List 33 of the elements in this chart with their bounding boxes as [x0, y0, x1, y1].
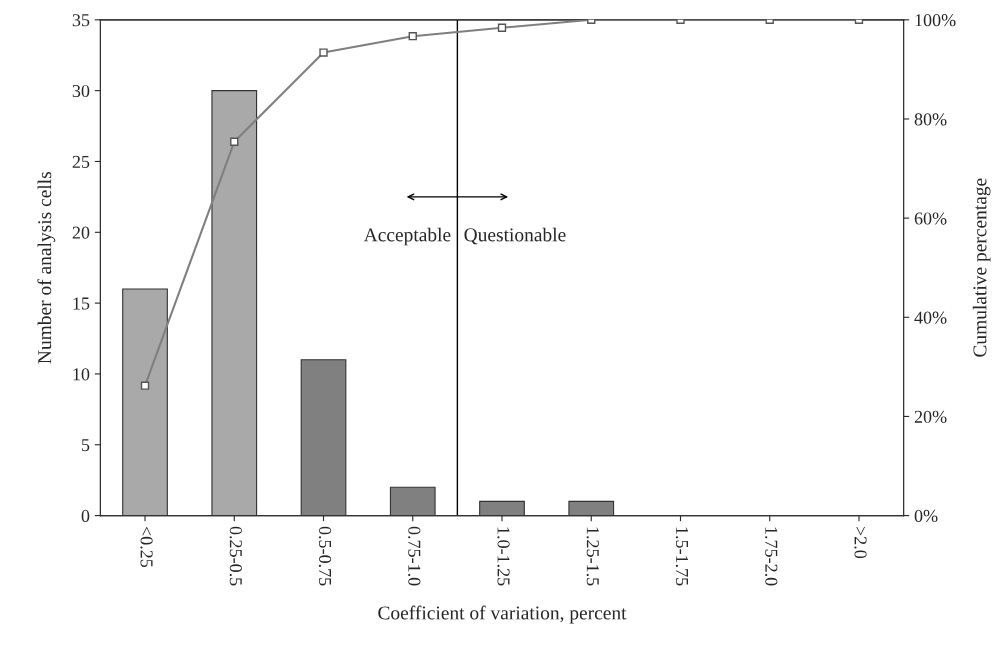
- x-tick-label: <0.25: [140, 526, 153, 568]
- y-tick-label: 10: [73, 368, 90, 381]
- x-tick-label: 1.0-1.25: [497, 527, 510, 586]
- y-tick-label: 35: [72, 14, 90, 27]
- y-tick-label: 0: [81, 509, 90, 523]
- annotation: Questionable: [464, 227, 566, 245]
- point: [497, 23, 507, 32]
- y-axis-title: Number of analysis cells: [37, 172, 56, 364]
- y2-axis-title: Cumulative percentage: [972, 178, 991, 357]
- y-tick-label: 5: [82, 439, 90, 452]
- y-tick-label: 25: [72, 155, 90, 168]
- y2-tick-label: 60%: [914, 212, 947, 225]
- y-tick-label: 15: [73, 297, 90, 310]
- y2-tick-label: 100%: [915, 14, 956, 27]
- annotation: Acceptable: [363, 227, 451, 246]
- y-tick-label: 20: [72, 226, 90, 239]
- x-tick-label: 1.25-1.5: [586, 527, 599, 586]
- y2-tick-label: 20%: [914, 410, 947, 423]
- x-tick-label: >2.0: [854, 526, 867, 559]
- x-axis-title: Coefficient of variation, percent: [378, 605, 627, 624]
- point: [319, 48, 328, 57]
- x-tick-label: 1.75-2.0: [765, 527, 778, 586]
- x-tick-label: 0.75-1.0: [408, 526, 421, 586]
- x-tick-label: 0.25-0.5: [229, 526, 242, 586]
- point: [230, 137, 239, 146]
- x-tick-label: 0.5-0.75: [318, 526, 332, 586]
- y-tick-label: 30: [72, 84, 90, 98]
- y2-tick-label: 80%: [914, 113, 947, 126]
- point: [140, 381, 150, 390]
- point: [408, 32, 417, 41]
- y2-tick-label: 0%: [914, 509, 938, 523]
- x-tick-label: 1.5-1.75: [675, 527, 689, 586]
- y2-tick-label: 40%: [914, 311, 947, 324]
